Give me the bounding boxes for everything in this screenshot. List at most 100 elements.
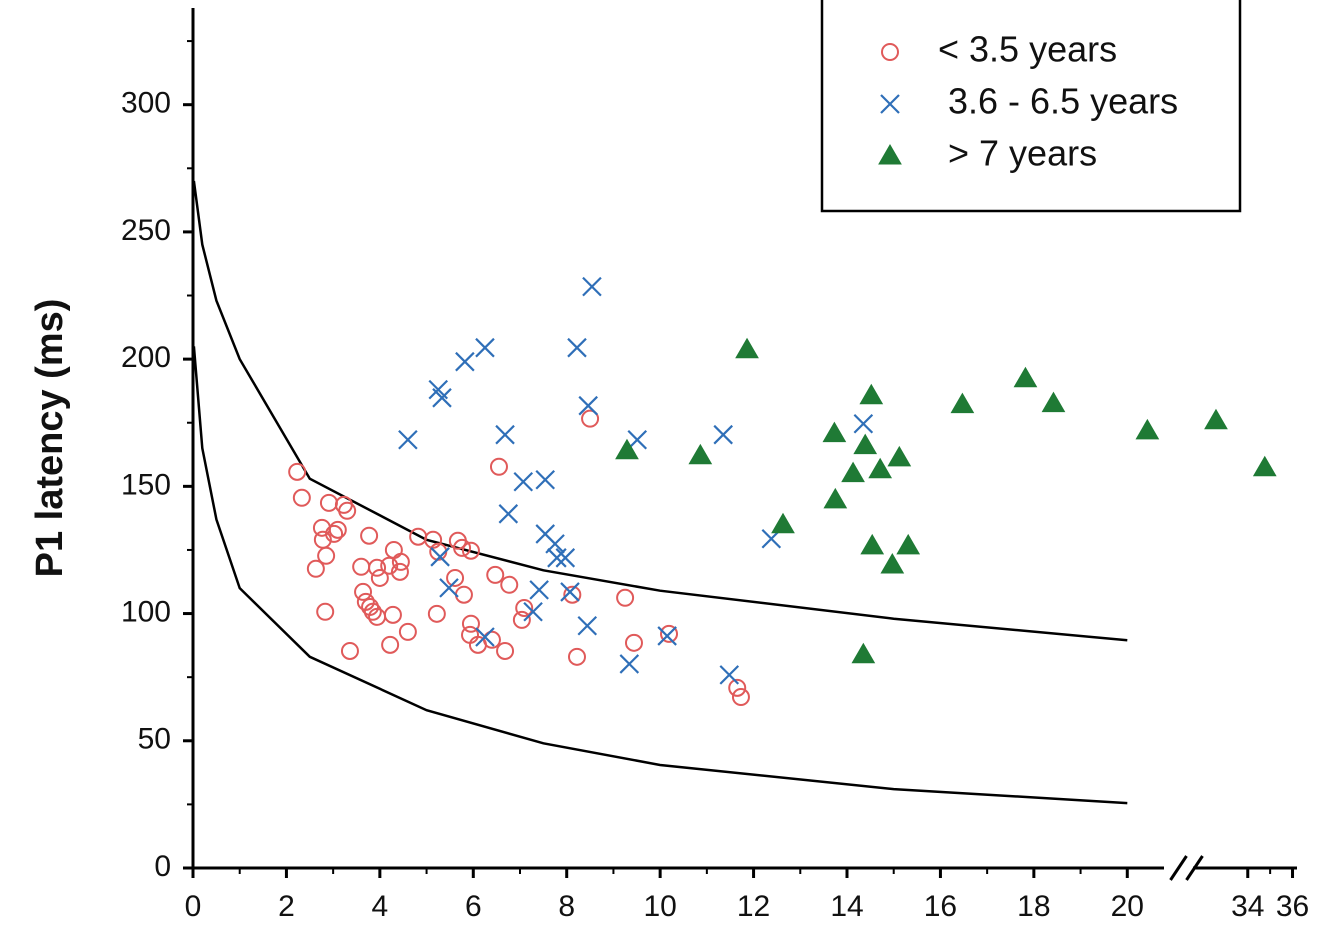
point: [567, 337, 587, 358]
point: [455, 351, 475, 372]
y-tick-label: 0: [154, 850, 171, 883]
point: [328, 520, 347, 539]
point: [713, 424, 733, 445]
point: [688, 443, 713, 465]
point: [512, 610, 531, 629]
y-tick-label: 250: [121, 214, 171, 247]
x-tick-label: 0: [185, 890, 202, 923]
x-tick-label: 36: [1276, 890, 1309, 923]
point: [482, 630, 501, 649]
point: [498, 504, 519, 524]
point: [581, 409, 600, 428]
y-tick-label: 200: [121, 341, 171, 374]
point: [325, 524, 344, 543]
point: [306, 559, 325, 578]
point: [513, 471, 534, 492]
point: [292, 488, 311, 507]
point: [319, 493, 338, 512]
point: [719, 665, 740, 685]
point: [771, 512, 795, 534]
point: [340, 641, 359, 660]
point: [354, 582, 373, 601]
x-tick-label: 18: [1017, 890, 1050, 923]
point: [1041, 391, 1066, 413]
x-tick-label: 20: [1111, 890, 1144, 923]
point: [1204, 408, 1228, 430]
point: [398, 622, 417, 641]
point: [489, 457, 508, 476]
legend-label: 3.6 - 6.5 years: [938, 81, 1178, 122]
point: [338, 501, 357, 520]
point: [731, 688, 750, 707]
x-tick-label: 8: [558, 890, 575, 923]
point: [880, 552, 905, 574]
point: [384, 540, 403, 559]
point: [853, 413, 874, 434]
curve: [192, 346, 1128, 805]
x-tick-label: 6: [465, 890, 482, 923]
point: [560, 582, 580, 602]
axis-break: [1185, 855, 1204, 881]
legend-label: > 7 years: [938, 133, 1097, 174]
point: [896, 533, 921, 555]
point: [728, 678, 747, 697]
point: [577, 615, 598, 636]
x-tick-label: 34: [1231, 890, 1264, 923]
point: [624, 633, 643, 652]
point: [430, 547, 450, 567]
point: [461, 625, 480, 644]
point: [446, 568, 465, 587]
point: [383, 605, 402, 624]
point: [627, 430, 648, 450]
point: [529, 580, 549, 600]
point: [868, 457, 893, 479]
point: [500, 575, 519, 594]
point: [567, 647, 586, 666]
point: [427, 604, 446, 623]
point: [578, 395, 598, 416]
point: [486, 565, 505, 584]
x-tick-label: 14: [830, 890, 863, 923]
legend-label: < 3.5 years: [938, 29, 1117, 70]
axis-break: [1169, 855, 1188, 881]
point: [822, 421, 847, 443]
point: [563, 585, 582, 604]
point: [619, 654, 640, 674]
point: [616, 588, 635, 607]
point: [352, 557, 371, 576]
point: [439, 578, 459, 598]
point: [288, 462, 307, 481]
point: [860, 533, 885, 555]
point: [363, 602, 382, 621]
point: [859, 383, 884, 405]
point: [381, 635, 400, 654]
point: [496, 641, 515, 660]
point: [547, 548, 567, 568]
point: [391, 552, 410, 571]
y-tick-label: 150: [121, 468, 171, 501]
point: [316, 602, 335, 621]
point: [475, 627, 495, 647]
point: [515, 598, 534, 617]
point: [660, 624, 679, 643]
point: [424, 530, 443, 549]
x-tick-label: 12: [737, 890, 770, 923]
point: [615, 438, 639, 460]
point: [495, 424, 515, 445]
legend-marker: [878, 144, 902, 165]
point: [887, 445, 912, 467]
point: [398, 430, 418, 450]
point: [1013, 366, 1038, 388]
point: [432, 388, 452, 408]
point: [360, 526, 379, 545]
point: [582, 276, 602, 297]
point: [851, 642, 876, 664]
point: [475, 337, 495, 358]
point: [950, 392, 975, 414]
point: [853, 433, 878, 455]
x-tick-label: 10: [643, 890, 676, 923]
point: [454, 585, 473, 604]
point: [657, 626, 677, 646]
curve: [192, 180, 1128, 642]
